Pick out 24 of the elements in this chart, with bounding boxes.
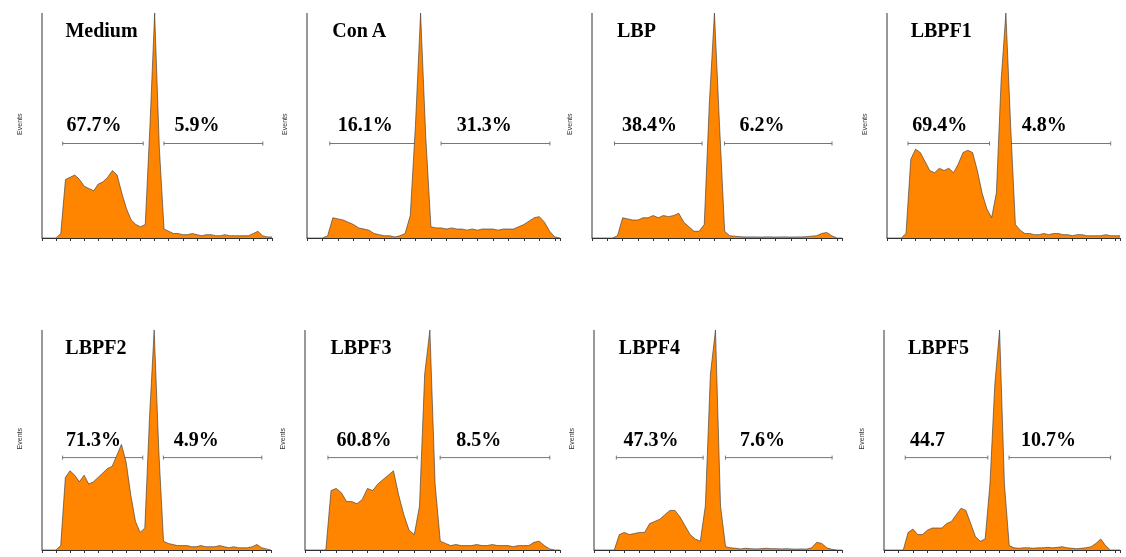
chart-title: Medium xyxy=(65,19,138,41)
chart-title: LBPF5 xyxy=(907,336,970,358)
annotation: 38.4% xyxy=(622,113,677,136)
annotation: 8.5% xyxy=(456,428,502,450)
annotation: 10.7% xyxy=(1021,428,1076,450)
chart-title: Con A xyxy=(332,19,387,41)
chart-title: LBP xyxy=(617,19,656,41)
annotation: 31.3% xyxy=(456,113,512,136)
chart-title: LBPF4 xyxy=(618,336,680,358)
chart-title: LBPF2 xyxy=(65,336,127,358)
chart-title: LBPF1 xyxy=(910,19,972,41)
annotation: 7.6% xyxy=(740,428,785,450)
annotation: 6.2% xyxy=(739,113,785,136)
annotation: 4.9% xyxy=(173,428,219,450)
annotation: 5.9% xyxy=(174,113,220,136)
annotation: 67.7% xyxy=(66,113,122,136)
chart-title: LBPF3 xyxy=(330,336,392,358)
annotation: 16.1% xyxy=(337,113,393,136)
annotation: 47.3% xyxy=(623,428,679,450)
annotation: 44.7 xyxy=(910,428,946,450)
annotation: 71.3% xyxy=(66,428,122,450)
annotation: 4.8% xyxy=(1021,113,1067,136)
annotation: 60.8% xyxy=(336,428,392,450)
annotation: 69.4% xyxy=(912,113,968,136)
